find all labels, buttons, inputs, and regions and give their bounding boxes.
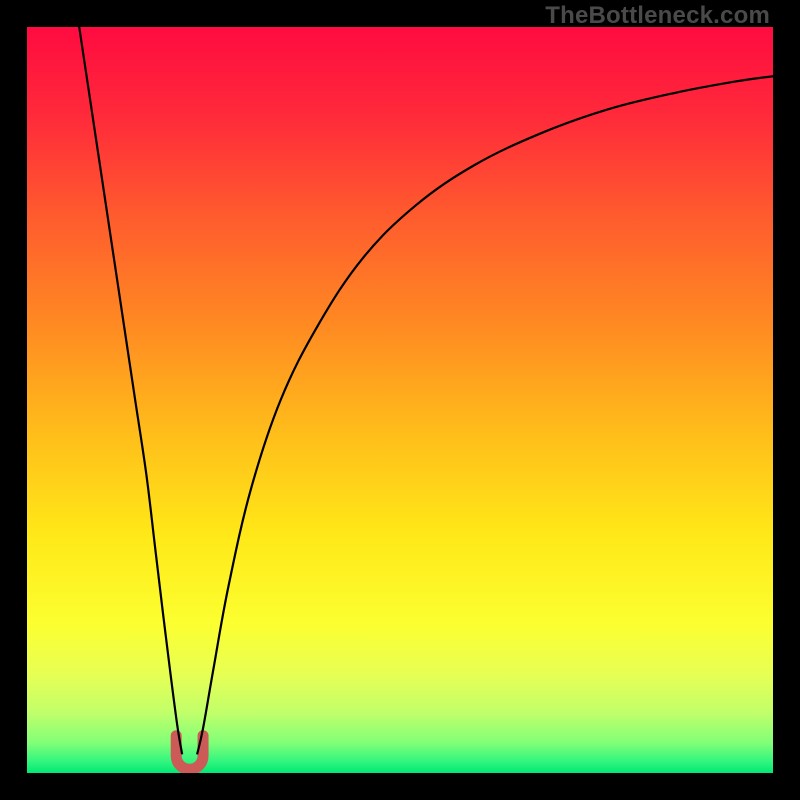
watermark-text: TheBottleneck.com <box>545 2 770 30</box>
gradient-background <box>27 27 773 773</box>
figure-container: TheBottleneck.com <box>0 0 800 800</box>
plot-svg <box>27 27 773 773</box>
plot-area <box>27 27 773 773</box>
